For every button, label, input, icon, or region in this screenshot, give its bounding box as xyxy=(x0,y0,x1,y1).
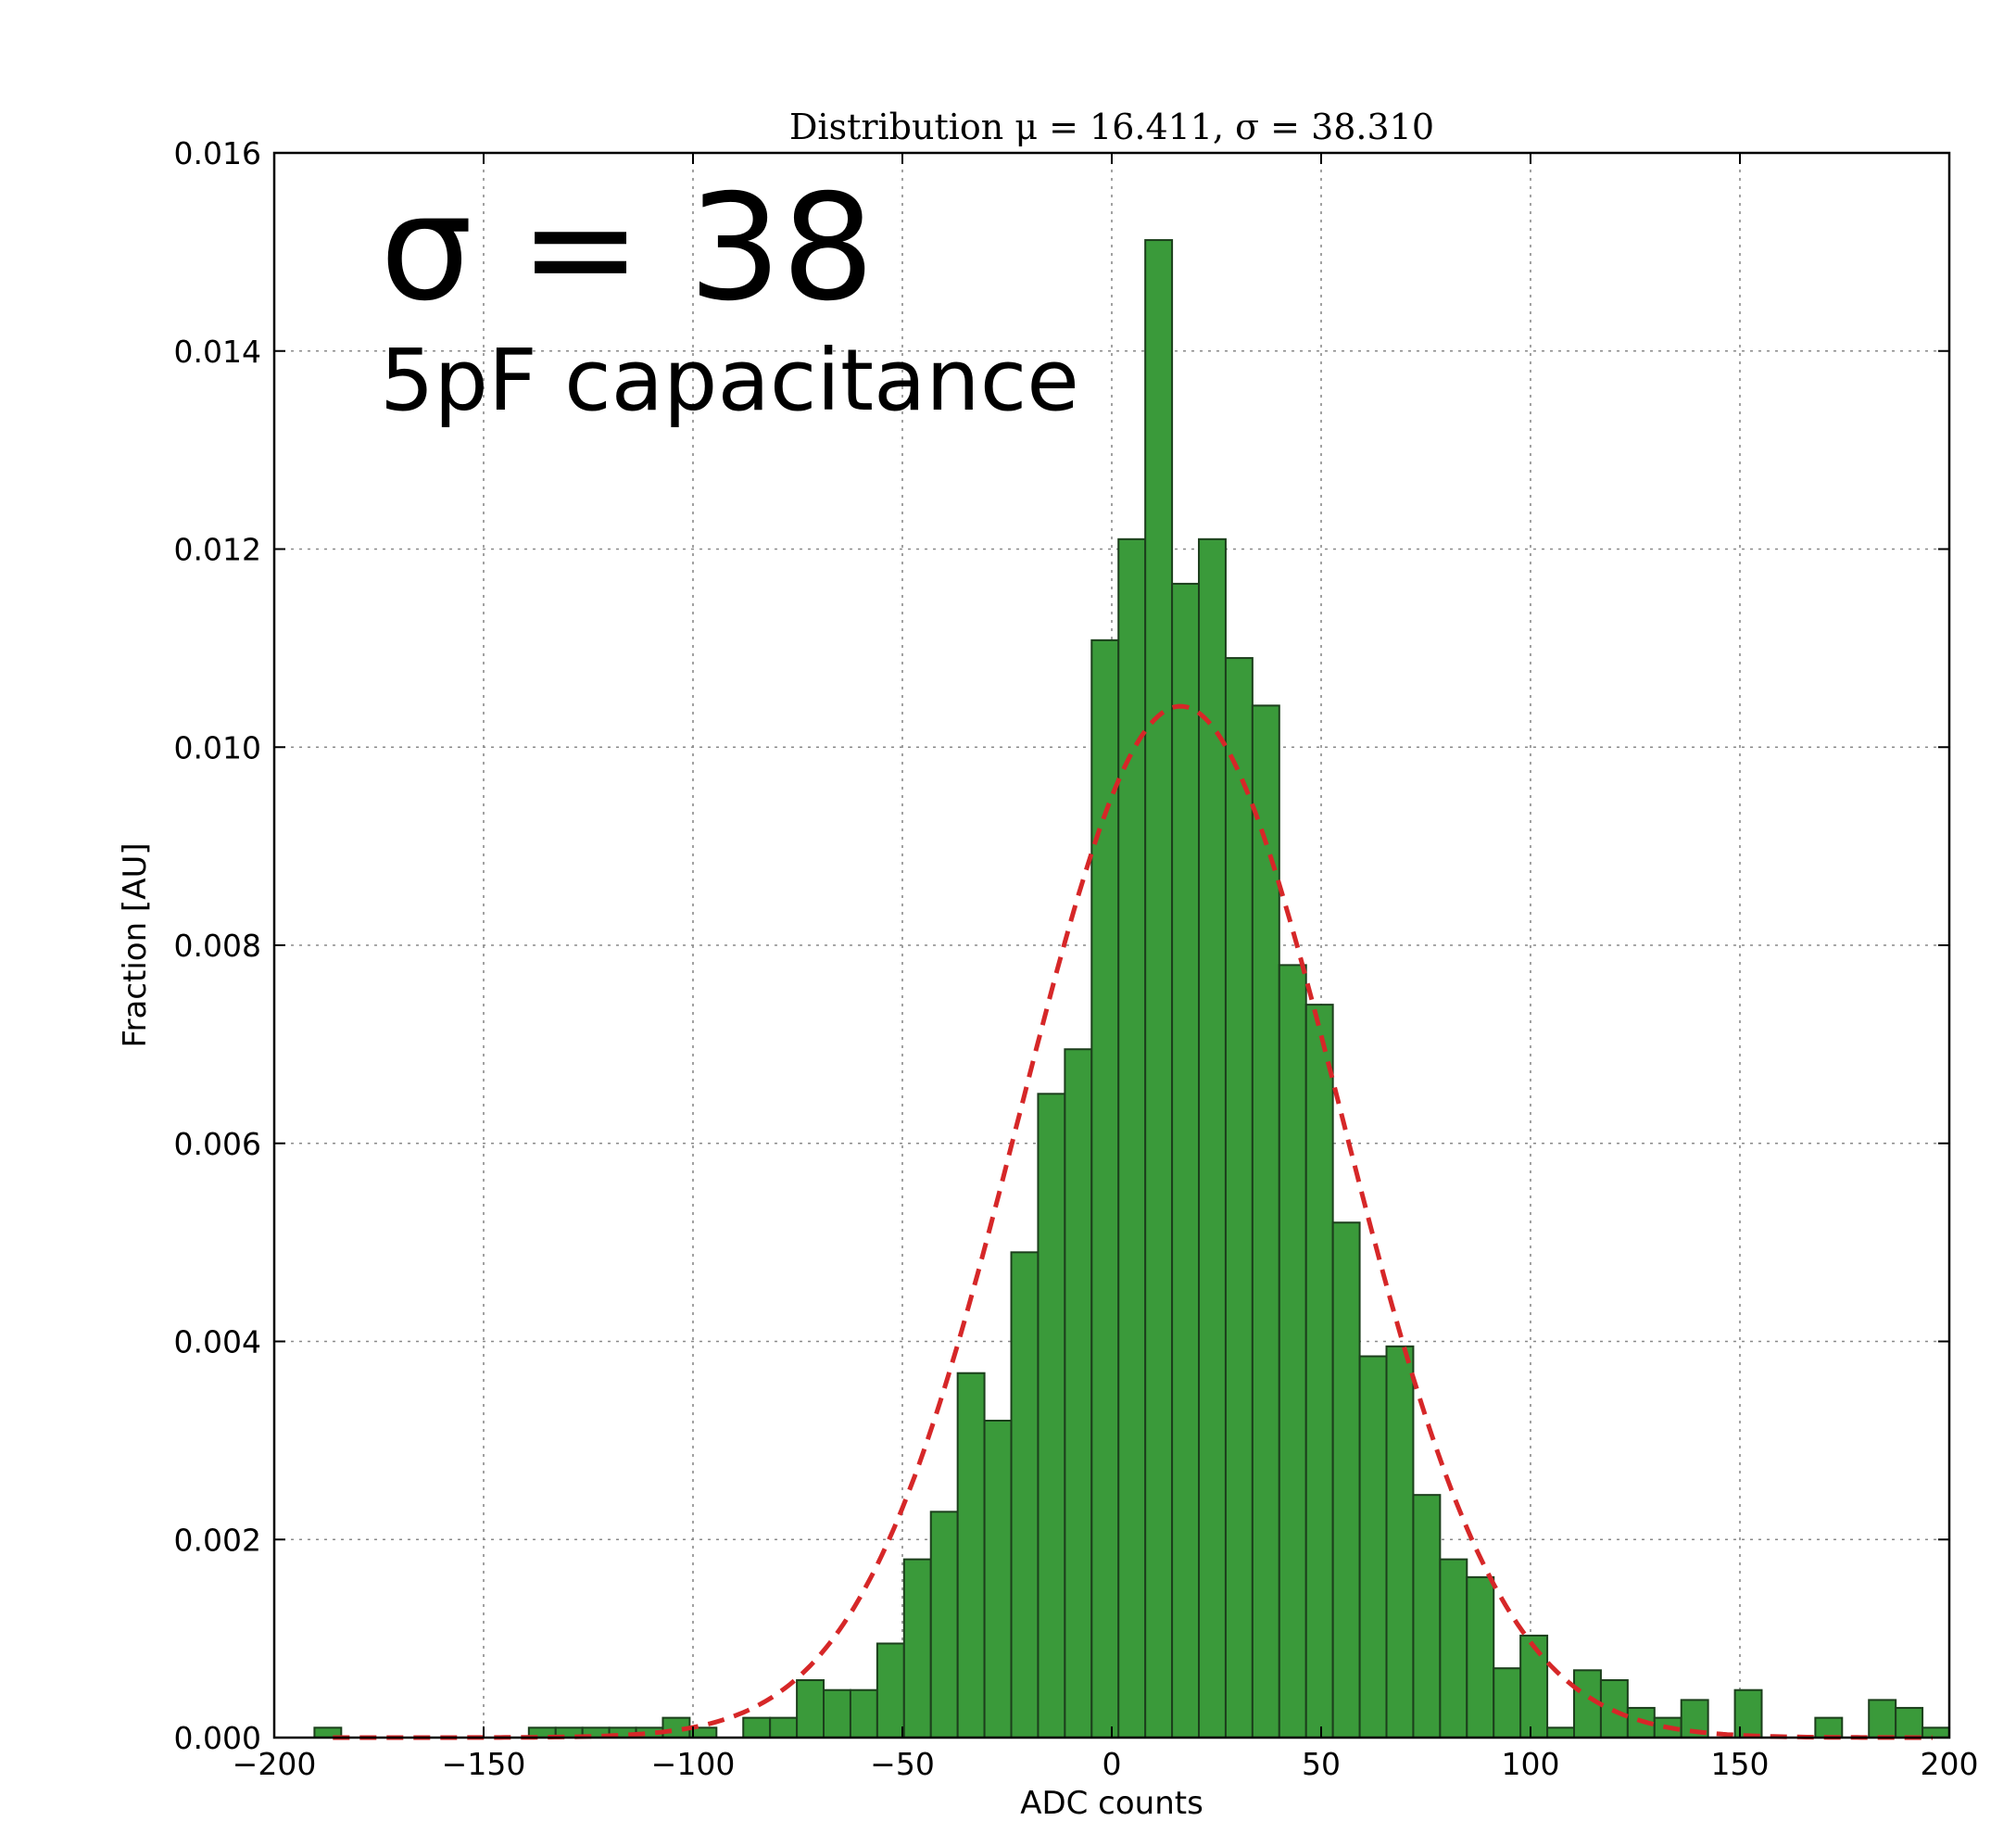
y-tick-labels: 0.000 0.002 0.004 0.006 0.008 0.010 0.012 0.014… xyxy=(174,135,261,1756)
axis-ticks xyxy=(273,152,1950,1739)
histogram-bar xyxy=(1331,1221,1361,1739)
histogram-bar xyxy=(876,1642,905,1739)
histogram-bar xyxy=(1466,1575,1495,1739)
y-tick-label: 0.010 xyxy=(174,729,261,765)
histogram-bar xyxy=(1358,1355,1388,1739)
x-tick-label: −150 xyxy=(442,1746,526,1782)
histogram-bar xyxy=(1868,1699,1897,1739)
y-tick-label: 0.012 xyxy=(174,532,261,568)
histogram-bar xyxy=(1117,537,1147,1739)
y-tick-label: 0.000 xyxy=(174,1720,261,1756)
x-tick-label: 0 xyxy=(1102,1746,1122,1782)
histogram-bar xyxy=(1171,582,1201,1739)
histogram-bar xyxy=(1010,1251,1040,1739)
sigma-annotation: σ = 38 xyxy=(380,163,875,334)
x-tick-label: −100 xyxy=(651,1746,736,1782)
histogram-bar xyxy=(1546,1726,1576,1739)
y-tick-label: 0.006 xyxy=(174,1126,261,1162)
histogram-bar xyxy=(956,1372,986,1739)
x-tick-label: 100 xyxy=(1502,1746,1560,1782)
histogram-bar xyxy=(796,1679,825,1739)
x-tick-label: 150 xyxy=(1711,1746,1770,1782)
histogram-bar xyxy=(742,1716,772,1739)
histogram-bar xyxy=(1814,1716,1844,1739)
y-tick-label: 0.002 xyxy=(174,1522,261,1558)
y-tick-label: 0.004 xyxy=(174,1324,261,1360)
histogram-bar xyxy=(1224,657,1254,1739)
x-tick-labels: −200 −150 −100 −50 0 50 100 150 200 xyxy=(233,1746,1979,1782)
histogram-bar xyxy=(1493,1667,1522,1739)
histogram-bar xyxy=(983,1420,1013,1739)
chart-title: Distribution μ = 16.411, σ = 38.310 xyxy=(789,107,1434,147)
histogram-bar xyxy=(1385,1345,1415,1739)
histogram-bar xyxy=(823,1688,851,1739)
x-tick-label: −50 xyxy=(870,1746,935,1782)
x-tick-label: 200 xyxy=(1921,1746,1979,1782)
histogram-bar xyxy=(1439,1558,1468,1739)
y-axis-label: Fraction [AU] xyxy=(117,842,154,1047)
histogram-bar xyxy=(1922,1726,1951,1739)
y-tick-label: 0.008 xyxy=(174,928,261,964)
x-axis-label: ADC counts xyxy=(1020,1785,1203,1821)
histogram-bar xyxy=(929,1511,959,1739)
histogram-bar xyxy=(1144,239,1174,1739)
histogram-bar xyxy=(1412,1494,1442,1739)
histogram-bar xyxy=(849,1688,878,1739)
histogram-bar xyxy=(1733,1688,1763,1739)
y-tick-label: 0.016 xyxy=(174,135,261,171)
histogram-bar xyxy=(1304,1004,1334,1739)
histogram-bar xyxy=(902,1558,932,1739)
x-tick-label: 50 xyxy=(1302,1746,1341,1782)
x-tick-label: −200 xyxy=(233,1746,317,1782)
histogram-bar xyxy=(1895,1706,1924,1739)
histogram-bar xyxy=(1278,964,1307,1739)
gaussian-fit-curve xyxy=(333,703,1933,1740)
histogram-bar xyxy=(1519,1634,1549,1739)
y-tick-label: 0.014 xyxy=(174,334,261,370)
histogram-bar xyxy=(1090,639,1120,1739)
capacitance-annotation: 5pF capacitance xyxy=(380,331,1079,430)
histogram-bar xyxy=(1064,1048,1093,1739)
histogram-bar xyxy=(1037,1093,1066,1739)
histogram-bar xyxy=(769,1716,799,1739)
histogram-bar xyxy=(1251,704,1280,1739)
